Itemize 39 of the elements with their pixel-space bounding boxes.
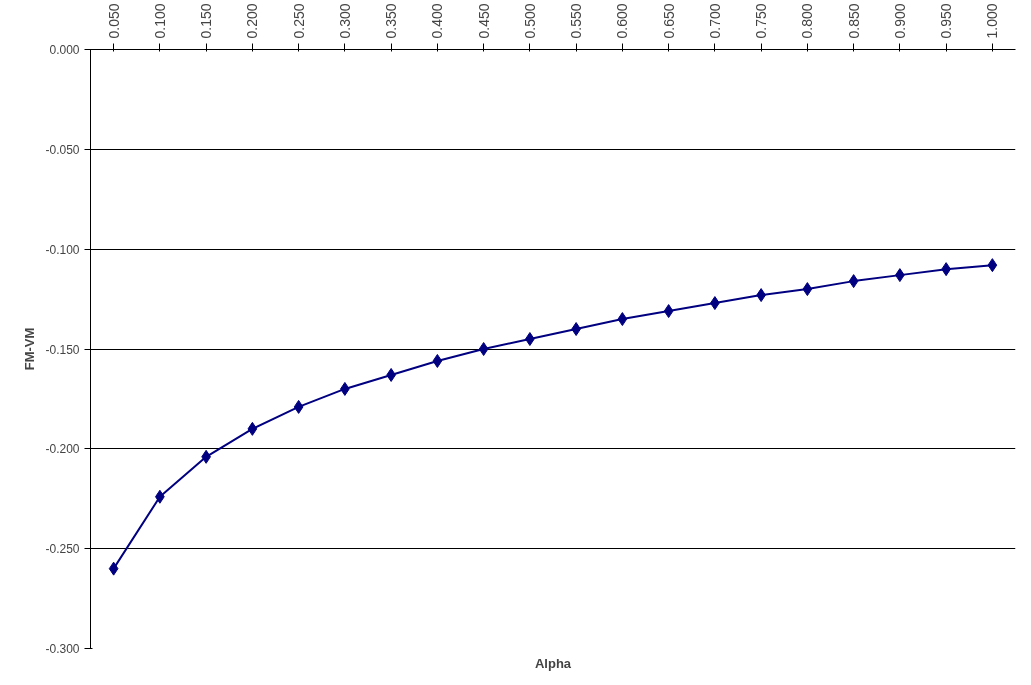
x-tick-label: 0.600: [614, 3, 631, 39]
x-tick-label: 0.550: [568, 3, 585, 39]
x-tick-label: 0.300: [336, 3, 353, 39]
y-tick-label: -0.100: [45, 242, 80, 257]
point: [293, 399, 304, 414]
point: [432, 353, 443, 368]
x-tick-label: 0.150: [198, 3, 215, 39]
point: [987, 258, 998, 273]
x-axis-title: Alpha: [534, 655, 572, 671]
x-tick-label: 0.500: [521, 3, 538, 39]
point: [478, 342, 489, 356]
y-tick-label: 0.000: [49, 43, 80, 57]
point: [802, 282, 813, 297]
x-tick-label: 0.950: [938, 3, 955, 39]
x-tick-label: 0.350: [383, 3, 400, 39]
point: [848, 274, 859, 289]
x-tick-label: 0.800: [799, 3, 816, 39]
x-tick-label: 0.450: [475, 3, 492, 39]
y-tick-label: -0.200: [45, 442, 80, 457]
point: [617, 312, 628, 327]
y-tick-label: -0.300: [45, 642, 80, 656]
x-tick-label: 0.750: [753, 3, 770, 39]
x-tick-label: 0.850: [845, 3, 862, 39]
point: [108, 561, 119, 576]
x-tick-label: 0.200: [244, 3, 261, 39]
x-tick-label: 0.050: [105, 3, 122, 39]
x-tick-label: 0.250: [290, 3, 307, 39]
x-tick-label: 0.100: [151, 3, 168, 39]
y-tick-label: -0.250: [45, 542, 80, 557]
point: [247, 421, 258, 436]
y-tick-label: -0.050: [45, 142, 80, 157]
x-tick-label: 0.650: [660, 3, 677, 39]
x-tick-label: 1.000: [984, 3, 1001, 39]
y-axis-title: FM-VM: [22, 327, 38, 371]
x-tick-label: 0.400: [429, 3, 446, 39]
y-tick-label: -0.150: [45, 342, 80, 357]
point: [663, 304, 674, 319]
x-tick-label: 0.700: [706, 3, 723, 39]
x-tick-label: 0.900: [891, 3, 908, 39]
